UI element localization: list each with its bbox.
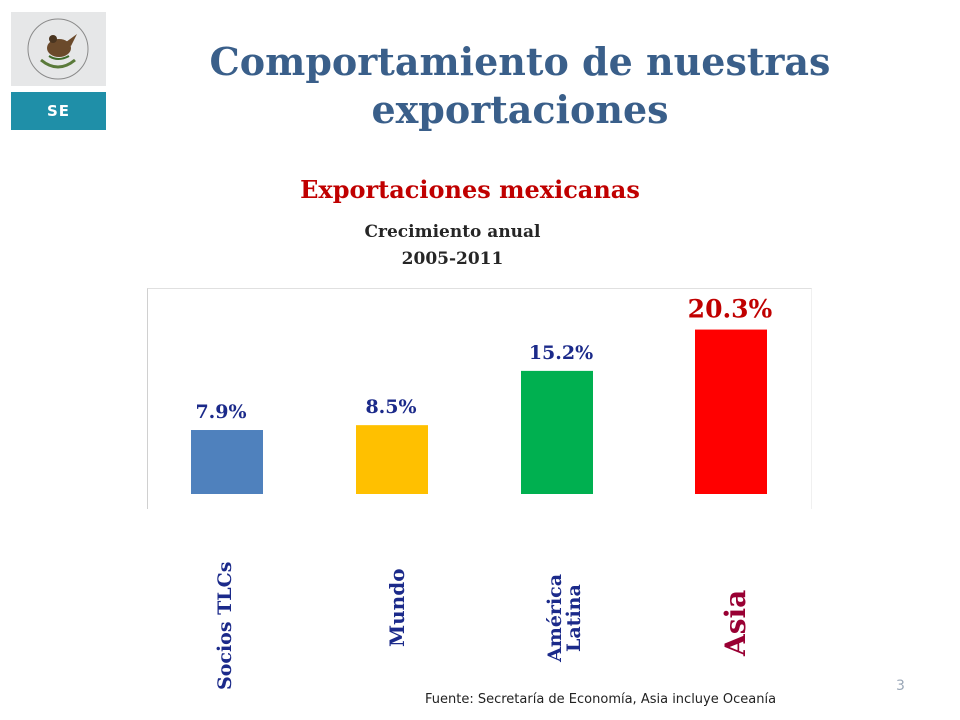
- page-number: 3: [896, 678, 905, 694]
- bar-value-label-3: 20.3%: [688, 295, 773, 324]
- bar-value-label-1: 8.5%: [365, 396, 416, 418]
- chart-title: Exportaciones mexicanas: [300, 175, 640, 204]
- bar-1: [356, 425, 428, 494]
- chart-subtitle: Crecimiento anual 2005-2011: [280, 219, 625, 273]
- category-label-socios-tlcs: Socios TLCs: [214, 561, 236, 690]
- chart-subtitle-line-2: 2005-2011: [401, 249, 504, 269]
- source-note: Fuente: Secretaría de Economía, Asia inc…: [425, 692, 777, 707]
- category-label-asia: Asia: [719, 589, 752, 657]
- mexican-coat-of-arms-icon: [11, 12, 106, 86]
- bar-2: [521, 370, 593, 494]
- bar-0: [191, 430, 263, 494]
- category-label-america-latina: América Latina: [544, 566, 585, 670]
- se-logo: SE: [11, 12, 106, 130]
- logo-label: SE: [11, 92, 106, 130]
- bar-value-label-2: 15.2%: [529, 342, 593, 364]
- bar-value-label-0: 7.9%: [195, 401, 246, 423]
- bar-chart-svg: 7.9% 8.5% 15.2% 20.3%: [191, 295, 773, 494]
- category-label-mundo: Mundo: [385, 568, 409, 647]
- bar-chart-plot: 7.9% 8.5% 15.2% 20.3%: [147, 288, 812, 509]
- bar-3: [695, 329, 767, 494]
- category-label-america-latina-line-2: Latina: [563, 584, 585, 652]
- page-title: Comportamiento de nuestras exportaciones: [209, 39, 831, 132]
- chart-subtitle-line-1: Crecimiento anual: [364, 222, 541, 242]
